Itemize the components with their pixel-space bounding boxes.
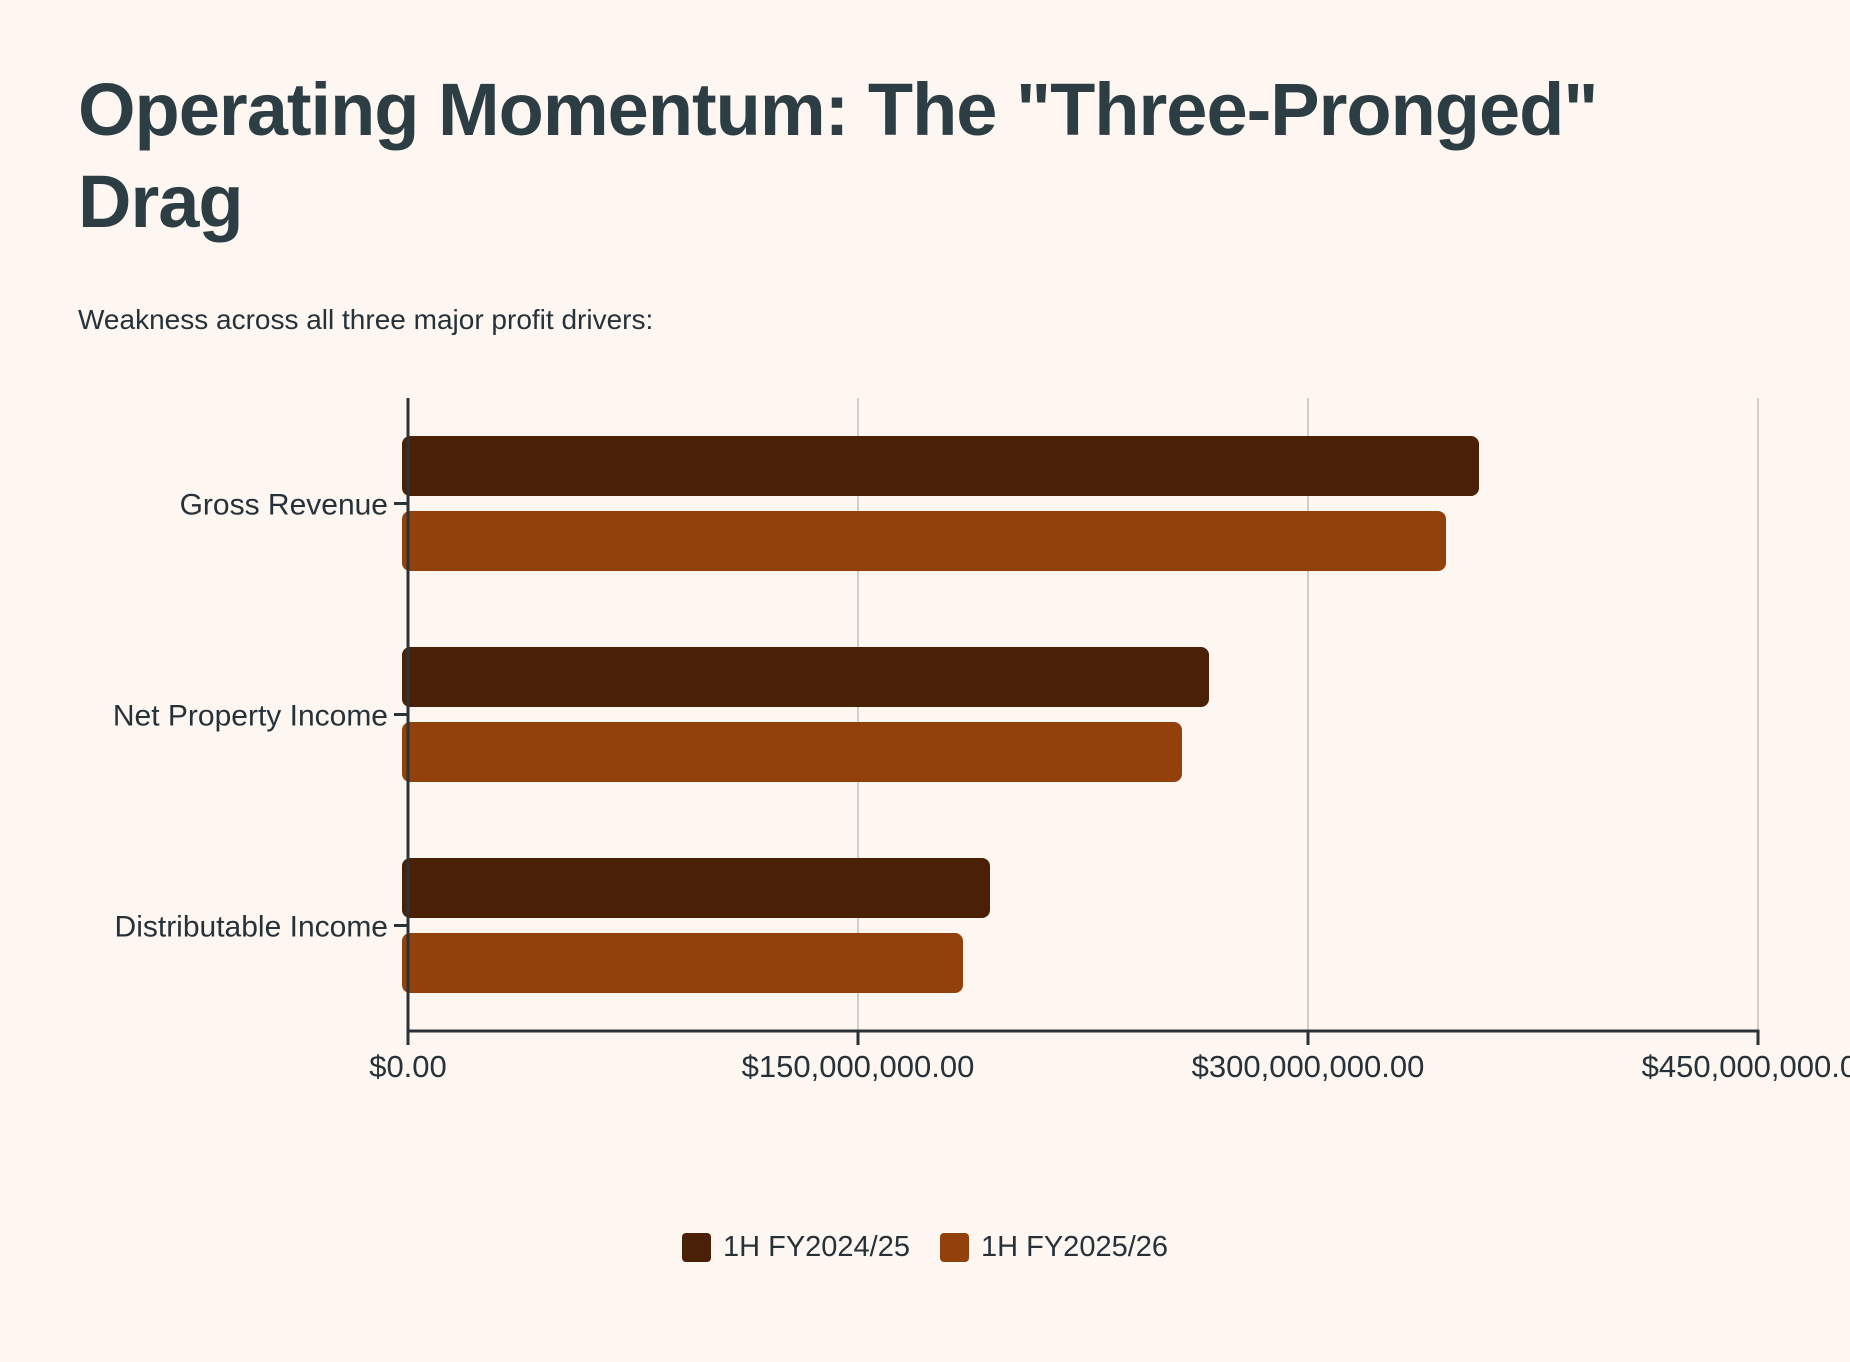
x-tick-label-0: $0.00	[369, 1049, 447, 1084]
chart-subtitle: Weakness across all three major profit d…	[78, 304, 654, 335]
bar-2-distributable-income	[402, 933, 963, 993]
bar-2-net-property-income	[402, 722, 1182, 782]
x-tick-label-3: $450,000,000.00	[1642, 1049, 1850, 1084]
legend-label-series-1: 1H FY2024/25	[722, 1231, 910, 1263]
x-tick-label-1: $150,000,000.00	[742, 1049, 975, 1084]
bar-2-gross-revenue	[402, 511, 1446, 571]
legend-label-series-2: 1H FY2025/26	[981, 1231, 1169, 1263]
grid-lines	[857, 398, 1759, 1031]
legend-swatch-series-2	[940, 1233, 969, 1262]
legend-swatch-series-1	[681, 1233, 711, 1262]
bar-1-net-property-income	[402, 647, 1209, 707]
x-tick-label-2: $300,000,000.00	[1192, 1049, 1425, 1084]
category-label-2: Distributable Income	[115, 911, 388, 944]
category-label-0: Gross Revenue	[180, 489, 388, 522]
bars	[402, 436, 1479, 993]
chart-title: Operating Momentum: The "Three-Pronged" …	[78, 68, 1598, 243]
legend-item-series-1[interactable]: 1H FY2024/25	[681, 1231, 910, 1264]
legend: 1H FY2024/25 1H FY2025/26	[0, 1231, 1850, 1264]
category-label-1: Net Property Income	[113, 700, 388, 733]
bar-1-gross-revenue	[402, 436, 1479, 496]
legend-item-series-2[interactable]: 1H FY2025/26	[940, 1231, 1168, 1264]
x-ticks: $0.00 $150,000,000.00 $300,000,000.00 $450,…	[369, 502, 1850, 1084]
bar-1-distributable-income	[402, 858, 990, 918]
category-labels: Gross Revenue Net Property Income Distribu…	[113, 489, 388, 944]
